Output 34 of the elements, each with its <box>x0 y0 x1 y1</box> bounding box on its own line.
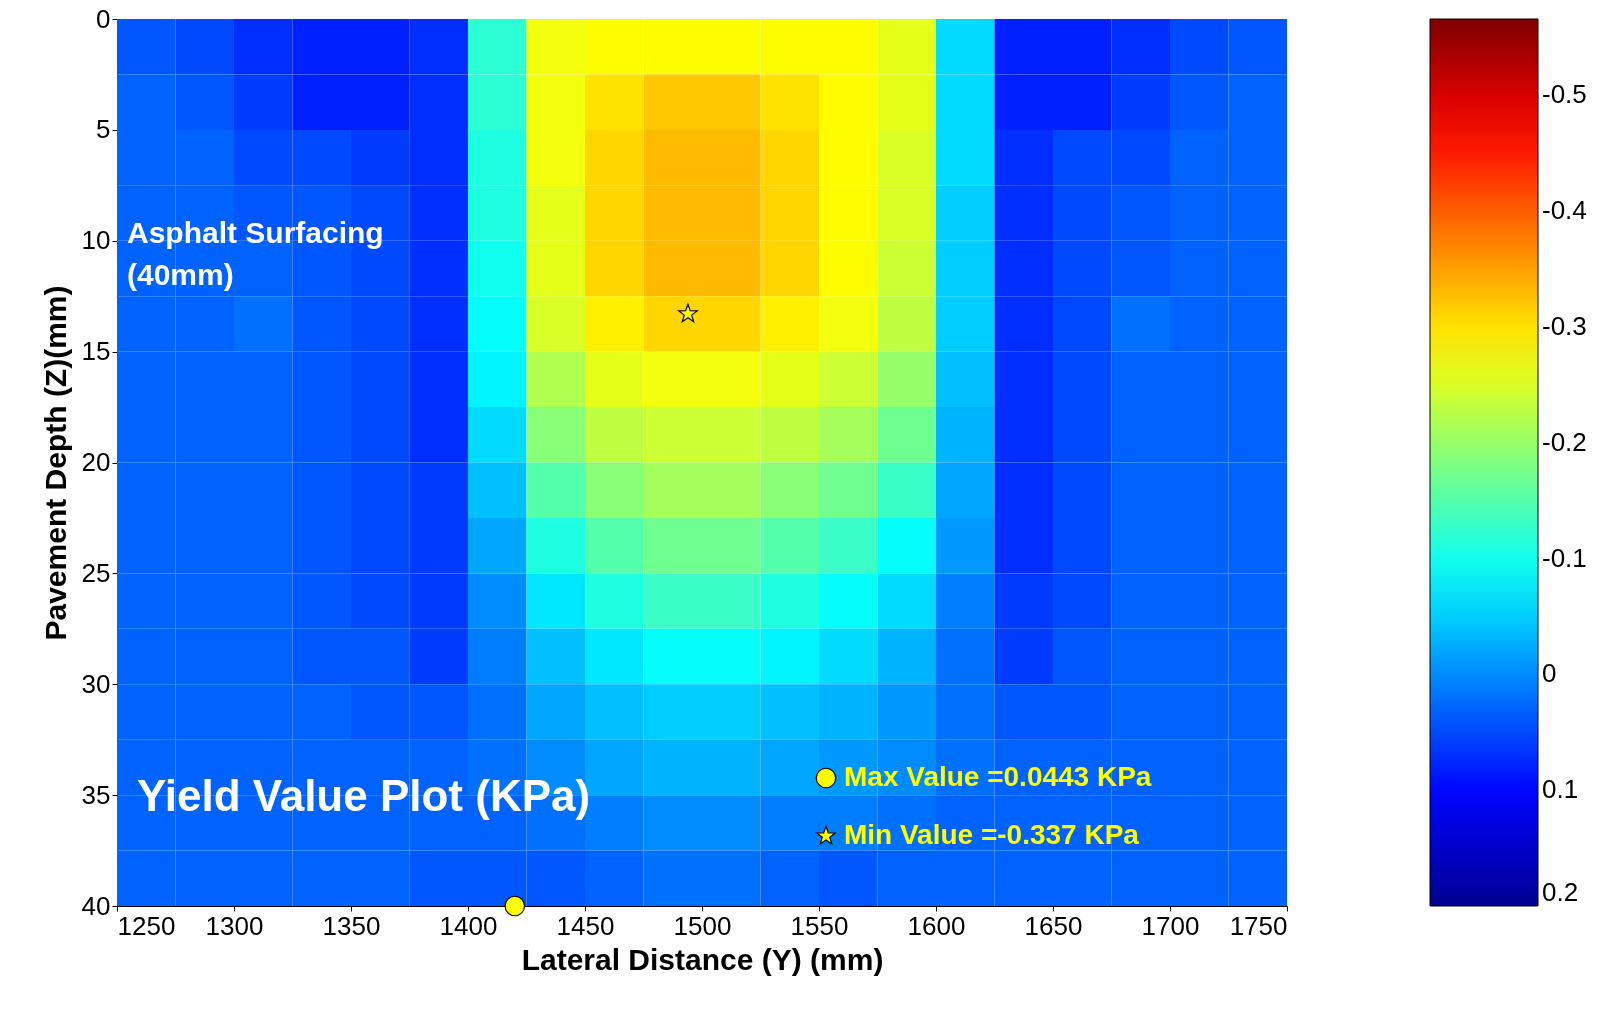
y-tick-label: 40 <box>81 890 111 921</box>
y-tick-label: 30 <box>81 668 111 699</box>
x-tick-label: 1550 <box>790 910 849 941</box>
color-bar-label: -0.4 <box>1542 195 1587 226</box>
y-tick-label: 15 <box>81 336 111 367</box>
y-tick-label: 0 <box>96 3 111 34</box>
color-bar-label: -0.5 <box>1542 79 1587 110</box>
y-axis-title: Pavement Depth (Z)(mm) <box>38 285 72 641</box>
x-tick-label: 1650 <box>1024 910 1083 941</box>
x-tick-label: 1700 <box>1141 910 1200 941</box>
y-tick-label: 25 <box>81 557 111 588</box>
y-tick-label: 5 <box>96 114 111 145</box>
color-bar-label: -0.1 <box>1542 542 1587 573</box>
annotation: Yield Value Plot (KPa) <box>137 771 591 820</box>
x-tick-label: 1300 <box>205 910 264 941</box>
color-bar-label: 0 <box>1542 658 1557 689</box>
x-tick-label: 1500 <box>673 910 732 941</box>
x-tick-label: 1750 <box>1229 910 1288 941</box>
color-bar-label: -0.2 <box>1542 426 1587 457</box>
x-axis-title: Lateral Distance (Y) (mm) <box>521 942 884 976</box>
y-tick-label: 10 <box>81 225 111 256</box>
legend-label: Min Value =-0.337 KPa <box>844 819 1140 850</box>
color-bar-label: 0.2 <box>1542 877 1579 907</box>
y-tick-label: 20 <box>81 447 111 477</box>
x-tick-label: 1450 <box>556 910 615 941</box>
legend-label: Max Value =0.0443 KPa <box>844 761 1152 792</box>
x-tick-label: 1600 <box>907 910 966 941</box>
x-tick-label: 1250 <box>117 910 176 941</box>
y-tick-label: 35 <box>81 779 111 810</box>
x-tick-label: 1350 <box>322 910 381 941</box>
color-bar-label: 0.1 <box>1542 774 1579 805</box>
color-bar-label: -0.3 <box>1542 311 1587 342</box>
annotation: Asphalt Surfacing (40mm) <box>127 216 384 291</box>
x-tick-label: 1400 <box>439 910 498 941</box>
